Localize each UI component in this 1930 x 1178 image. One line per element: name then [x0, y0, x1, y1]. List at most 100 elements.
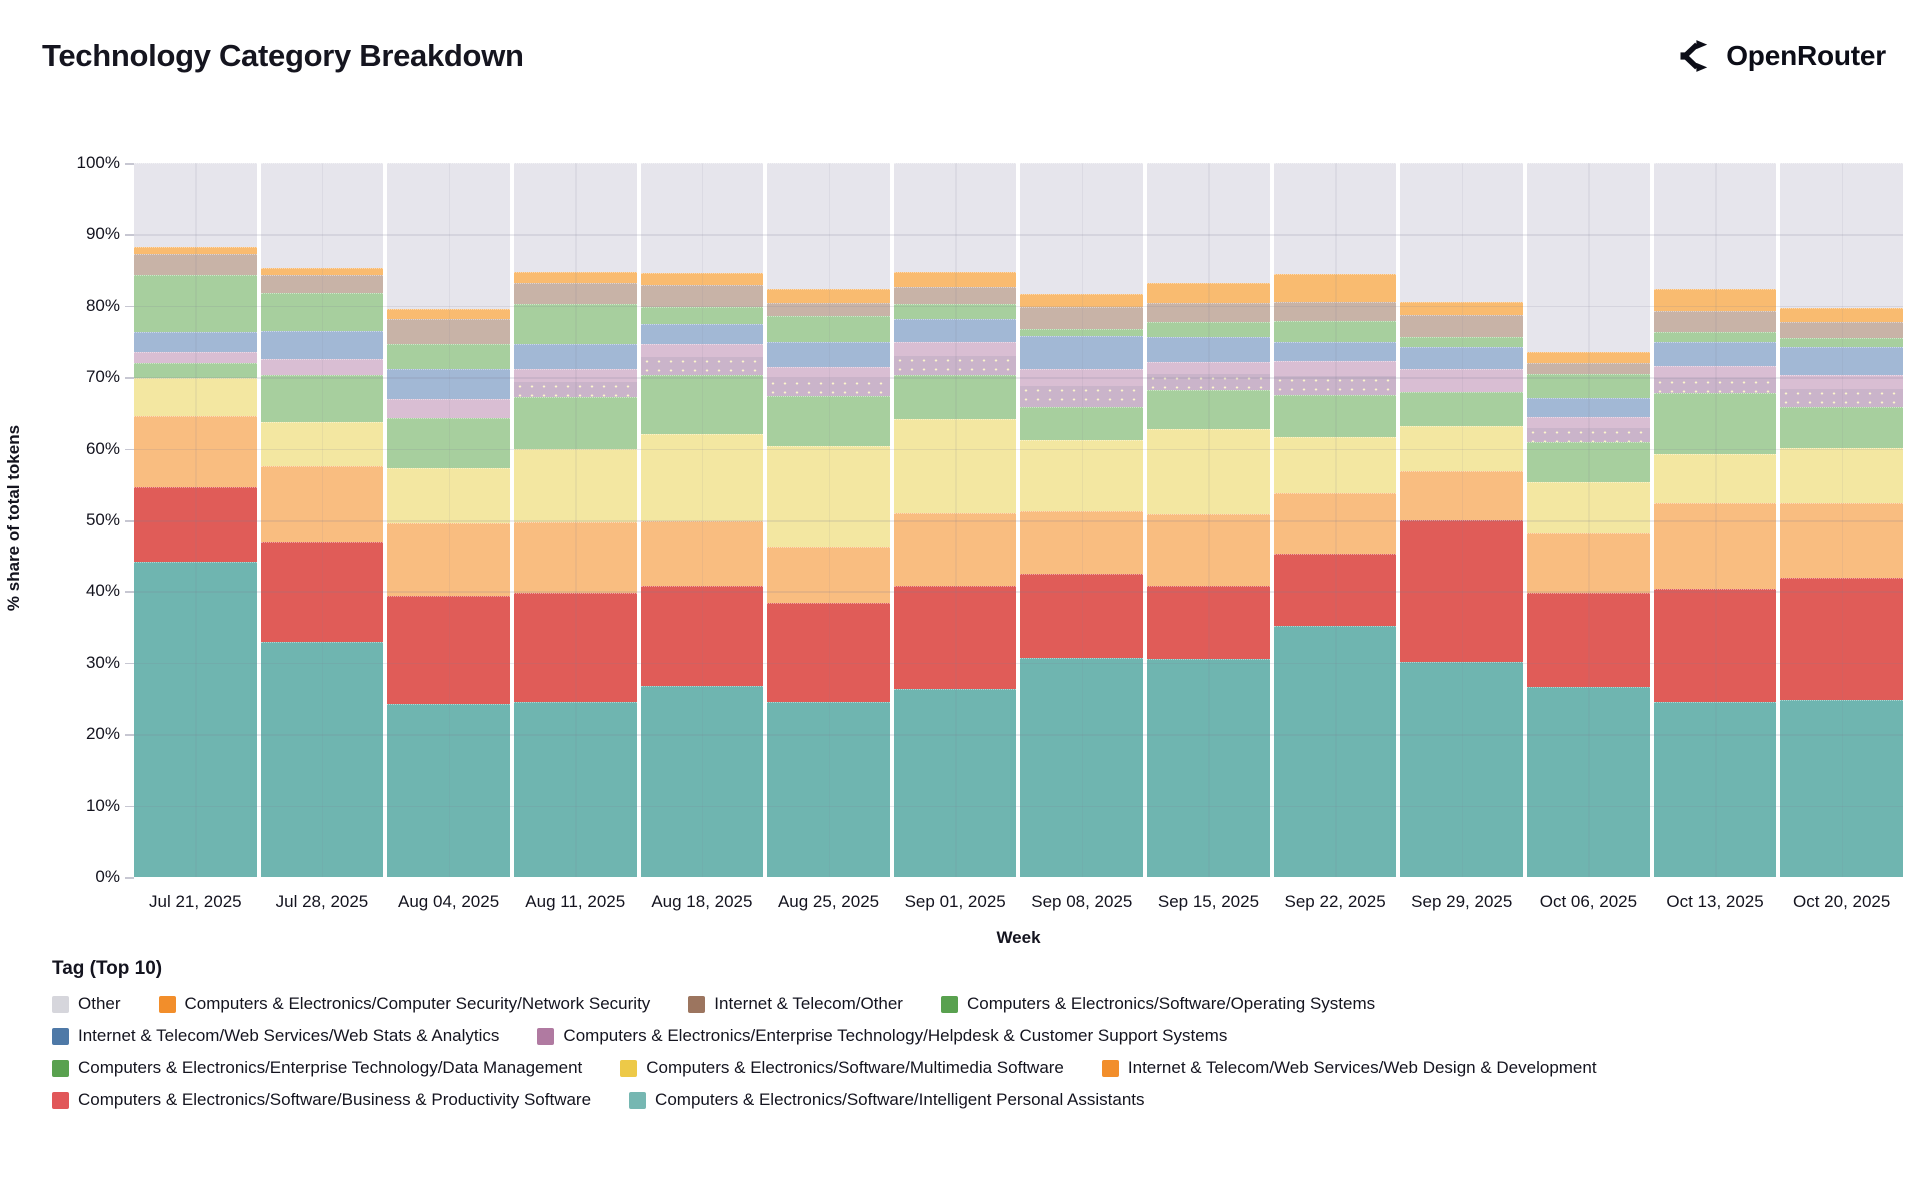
bar-segment[interactable] — [1400, 336, 1524, 347]
bar-segment[interactable] — [1020, 657, 1144, 877]
bar-segment[interactable] — [1527, 687, 1650, 877]
bar-segment[interactable] — [260, 421, 384, 466]
bar-segment[interactable] — [1147, 336, 1270, 362]
bar-segment[interactable] — [1400, 369, 1524, 393]
bar-segment[interactable] — [134, 351, 257, 363]
bar-segment[interactable] — [893, 304, 1017, 320]
bar-segment[interactable] — [1400, 392, 1524, 426]
bar-segment[interactable] — [1400, 163, 1524, 302]
bar-segment[interactable] — [893, 419, 1017, 513]
bar-segment[interactable] — [767, 315, 890, 342]
bar-segment[interactable] — [134, 377, 257, 416]
bar-segment[interactable] — [1653, 310, 1777, 332]
bar-segment[interactable] — [1020, 163, 1144, 294]
bar-segment[interactable] — [640, 585, 764, 687]
bar-segment[interactable] — [1527, 363, 1650, 374]
bar-segment[interactable] — [1020, 511, 1144, 575]
bar-segment[interactable] — [767, 445, 890, 548]
bar-segment[interactable] — [134, 246, 257, 255]
legend-item[interactable]: Internet & Telecom/Web Services/Web Stat… — [52, 1026, 499, 1046]
bar-segment[interactable] — [260, 359, 384, 376]
bar-segment[interactable] — [387, 163, 510, 310]
bar-segment[interactable] — [1020, 335, 1144, 370]
bar-segment[interactable] — [1020, 406, 1144, 441]
bar-segment[interactable] — [387, 467, 510, 523]
bar-segment[interactable] — [1400, 346, 1524, 370]
bar-segment[interactable] — [134, 487, 257, 563]
bar-segment[interactable] — [1780, 308, 1903, 323]
bar-segment[interactable] — [134, 254, 257, 276]
bar-segment[interactable] — [513, 283, 637, 305]
bar-segment[interactable] — [1273, 360, 1397, 396]
bar-segment[interactable] — [767, 303, 890, 316]
bar-segment[interactable] — [1020, 293, 1144, 307]
legend-item[interactable]: Internet & Telecom/Web Services/Web Desi… — [1101, 1058, 1597, 1078]
bar-segment[interactable] — [1020, 306, 1144, 330]
bar-segment[interactable] — [1147, 513, 1270, 586]
bar-segment[interactable] — [1147, 428, 1270, 514]
bar-segment[interactable] — [1780, 407, 1903, 448]
bar-segment[interactable] — [640, 323, 764, 344]
bar-segment[interactable] — [640, 307, 764, 324]
bar-segment[interactable] — [1780, 502, 1903, 578]
bar-segment[interactable] — [1400, 471, 1524, 521]
bar-segment[interactable] — [1653, 365, 1777, 394]
bar-segment[interactable] — [640, 343, 764, 376]
bar-segment[interactable] — [1527, 592, 1650, 688]
bar-segment[interactable] — [1020, 574, 1144, 658]
bar-segment[interactable] — [513, 344, 637, 370]
bar-segment[interactable] — [513, 522, 637, 593]
bar-segment[interactable] — [1273, 341, 1397, 361]
bar-segment[interactable] — [1273, 437, 1397, 493]
legend-item[interactable]: Computers & Electronics/Enterprise Techn… — [52, 1058, 582, 1078]
bar-segment[interactable] — [1653, 341, 1777, 366]
bar-segment[interactable] — [893, 341, 1017, 376]
bar-segment[interactable] — [1780, 163, 1903, 308]
legend-item[interactable]: Computers & Electronics/Software/Busines… — [52, 1090, 591, 1110]
bar-segment[interactable] — [640, 375, 764, 435]
bar-segment[interactable] — [1400, 301, 1524, 316]
bar-segment[interactable] — [513, 592, 637, 703]
bar-segment[interactable] — [767, 288, 890, 304]
bar-segment[interactable] — [1273, 554, 1397, 626]
bar-segment[interactable] — [1273, 301, 1397, 321]
bar-segment[interactable] — [767, 702, 890, 877]
bar-segment[interactable] — [1527, 397, 1650, 418]
bar-segment[interactable] — [387, 399, 510, 418]
bar-segment[interactable] — [893, 163, 1017, 273]
bar-segment[interactable] — [513, 397, 637, 450]
bar-segment[interactable] — [767, 395, 890, 446]
bar-segment[interactable] — [260, 293, 384, 331]
bar-segment[interactable] — [1273, 163, 1397, 275]
bar-segment[interactable] — [260, 642, 384, 877]
bar-segment[interactable] — [640, 163, 764, 274]
bar-segment[interactable] — [640, 434, 764, 521]
bar-segment[interactable] — [387, 309, 510, 320]
bar-segment[interactable] — [1400, 315, 1524, 337]
bar-segment[interactable] — [1780, 577, 1903, 700]
bar-segment[interactable] — [260, 375, 384, 422]
bar-segment[interactable] — [260, 330, 384, 360]
bar-segment[interactable] — [1273, 274, 1397, 302]
bar-segment[interactable] — [1527, 351, 1650, 363]
bar-segment[interactable] — [134, 362, 257, 378]
bar-segment[interactable] — [893, 586, 1017, 690]
bar-segment[interactable] — [767, 602, 890, 703]
bar-segment[interactable] — [1527, 373, 1650, 398]
bar-segment[interactable] — [1780, 699, 1903, 877]
bar-segment[interactable] — [1147, 283, 1270, 304]
bar-segment[interactable] — [134, 331, 257, 352]
bar-segment[interactable] — [1147, 658, 1270, 877]
bar-segment[interactable] — [260, 268, 384, 276]
bar-segment[interactable] — [893, 375, 1017, 420]
bar-segment[interactable] — [1020, 369, 1144, 407]
legend-item[interactable]: Computers & Electronics/Computer Securit… — [158, 994, 650, 1014]
bar-segment[interactable] — [893, 286, 1017, 305]
bar-segment[interactable] — [1653, 288, 1777, 311]
bar-segment[interactable] — [1527, 417, 1650, 442]
bar-segment[interactable] — [1400, 662, 1524, 877]
bar-segment[interactable] — [1020, 440, 1144, 512]
bar-segment[interactable] — [1147, 303, 1270, 323]
bar-segment[interactable] — [893, 272, 1017, 287]
legend-item[interactable]: Computers & Electronics/Enterprise Techn… — [537, 1026, 1227, 1046]
